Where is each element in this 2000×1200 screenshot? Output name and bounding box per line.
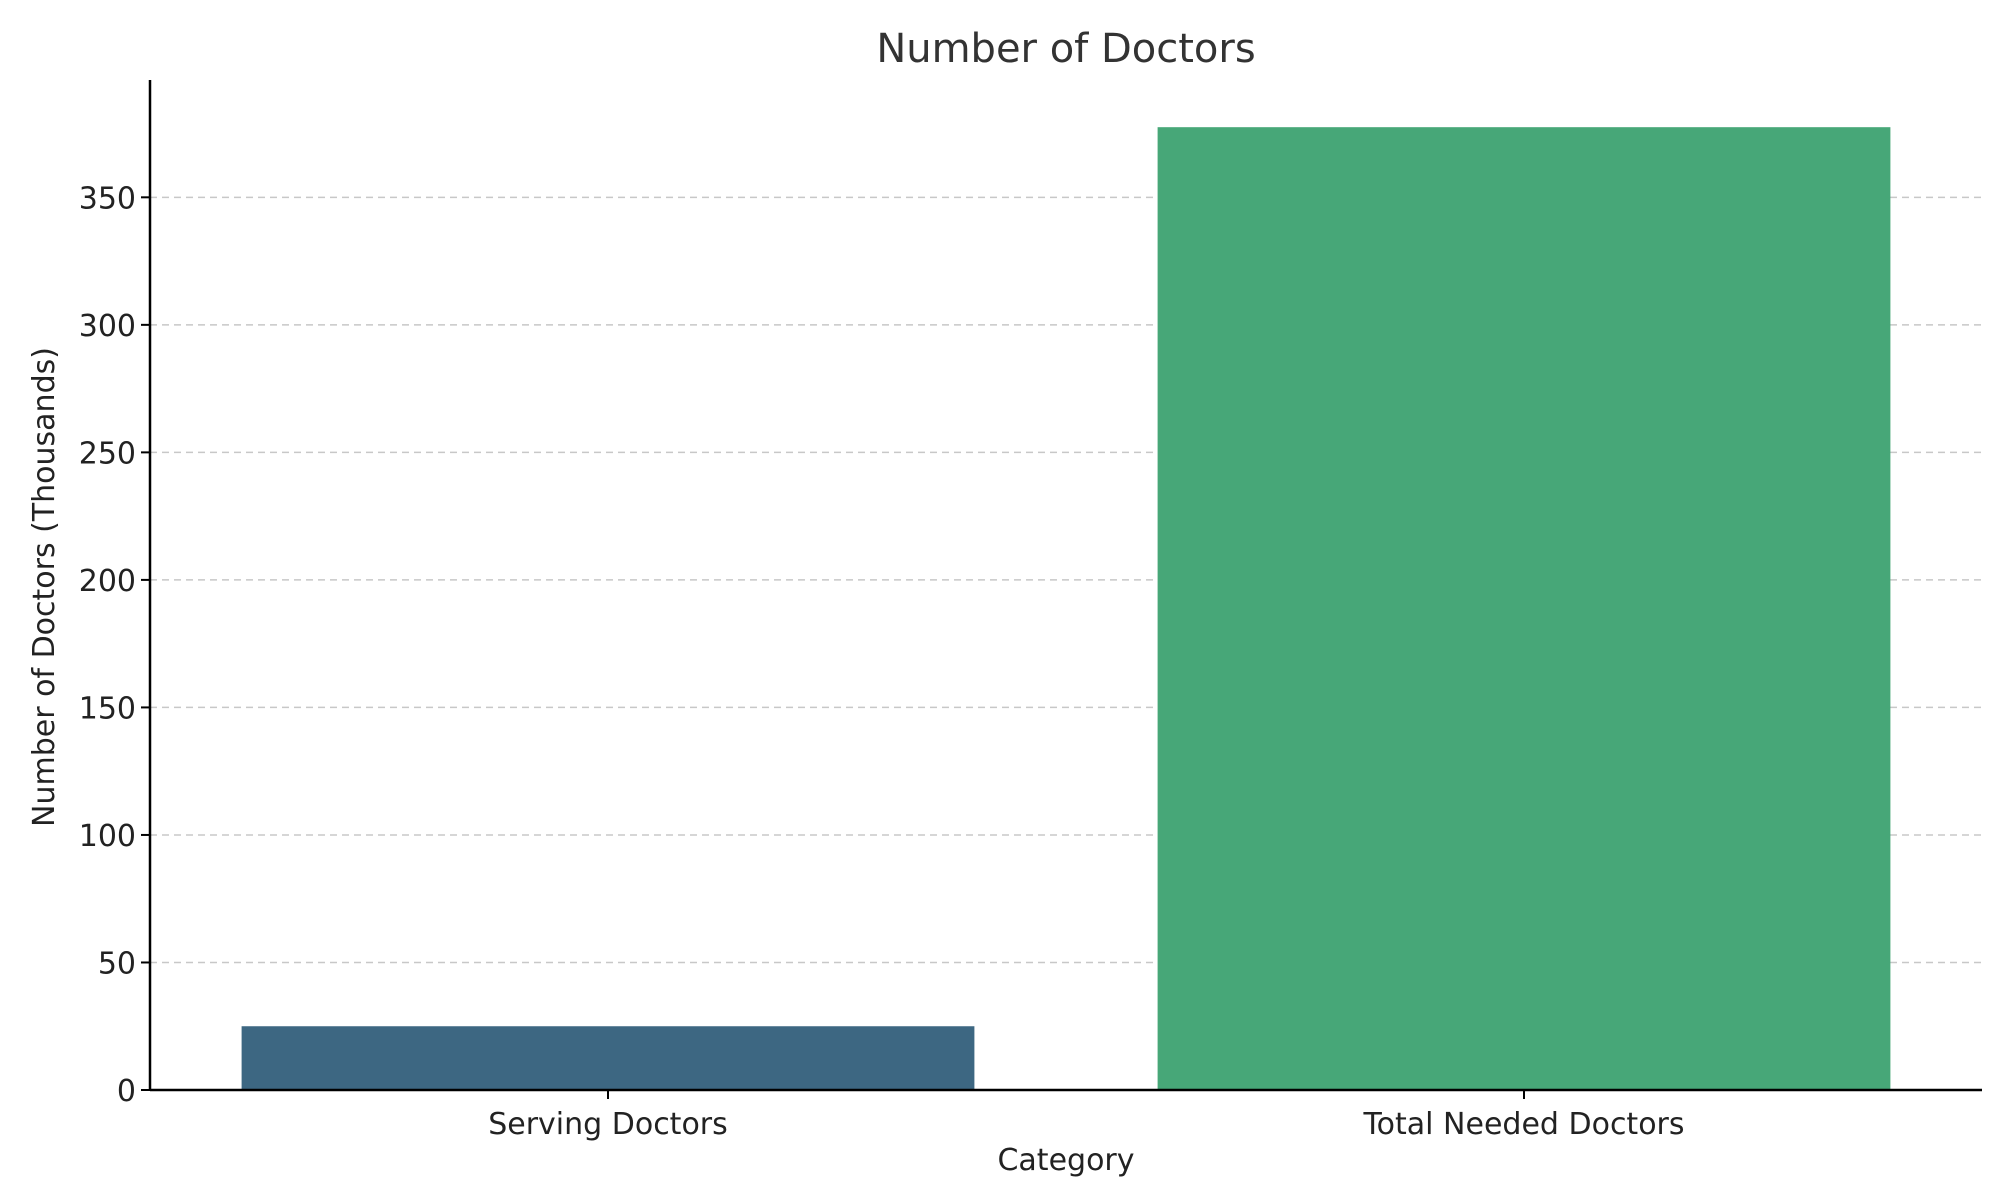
y-tick-label: 350	[79, 181, 136, 216]
y-tick-label: 150	[79, 691, 136, 726]
y-tick-label: 50	[98, 946, 136, 981]
bar-total-needed-doctors	[1157, 127, 1891, 1091]
bars	[241, 127, 1891, 1091]
y-tick-label: 250	[79, 436, 136, 471]
grid-lines	[150, 196, 1982, 964]
y-axis-label: Number of Doctors (Thousands)	[27, 347, 62, 827]
y-tick-label: 200	[79, 564, 136, 599]
x-tick-label: Total Needed Doctors	[1362, 1107, 1684, 1142]
y-axis: 0 50 100 150 200 250 300 350	[79, 80, 152, 1109]
y-tick-label: 300	[79, 309, 136, 344]
x-tick-label: Serving Doctors	[488, 1107, 728, 1142]
chart-title: Number of Doctors	[876, 26, 1255, 72]
y-tick-label: 100	[79, 819, 136, 854]
x-axis-label: Category	[997, 1143, 1134, 1178]
y-tick-label: 0	[117, 1074, 136, 1109]
bar-serving-doctors	[241, 1026, 975, 1090]
x-axis: Serving Doctors Total Needed Doctors	[150, 1088, 1982, 1142]
